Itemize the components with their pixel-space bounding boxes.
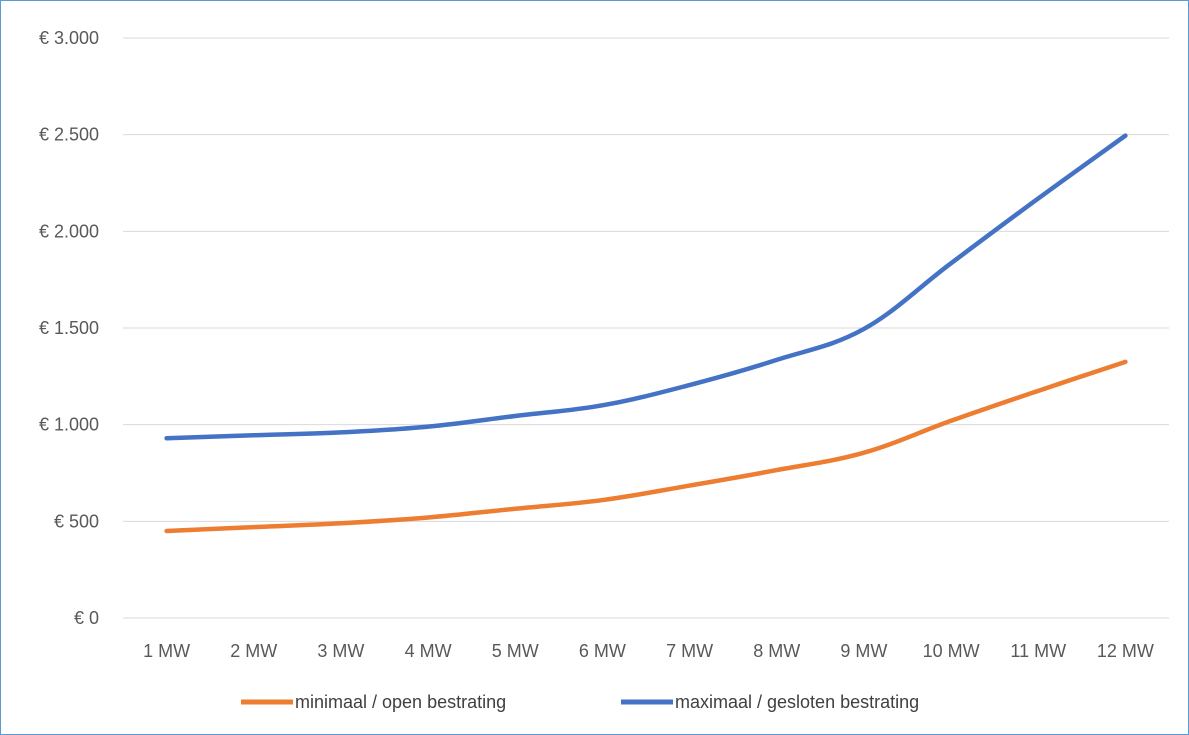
- x-tick-label: 12 MW: [1097, 641, 1154, 661]
- legend-label-minimaal: minimaal / open bestrating: [295, 692, 506, 712]
- x-tick-label: 4 MW: [405, 641, 452, 661]
- x-tick-label: 1 MW: [143, 641, 190, 661]
- gridlines: [123, 37, 1169, 619]
- x-tick-label: 7 MW: [666, 641, 713, 661]
- x-tick-label: 2 MW: [230, 641, 277, 661]
- x-tick-label: 11 MW: [1010, 641, 1066, 661]
- y-axis-labels: € 0 € 500 € 1.000 € 1.500 € 2.000 € 2.500 € 3.…: [39, 28, 99, 628]
- series-lines: [164, 133, 1128, 534]
- x-tick-label: 6 MW: [579, 641, 626, 661]
- series-line-0: [164, 359, 1128, 534]
- y-tick-label: € 500: [54, 511, 99, 531]
- y-tick-label: € 1.000: [39, 415, 99, 435]
- x-tick-label: 3 MW: [317, 641, 364, 661]
- y-tick-label: € 3.000: [39, 28, 99, 48]
- legend-label-maximaal: maximaal / gesloten bestrating: [675, 692, 919, 712]
- y-tick-label: € 1.500: [39, 318, 99, 338]
- y-tick-label: € 2.500: [39, 125, 99, 145]
- x-axis-labels: 1 MW 2 MW 3 MW 4 MW 5 MW 6 MW 7 MW 8 MW 9 MW 10 M…: [143, 641, 1154, 661]
- legend: minimaal / open bestrating maximaal / ge…: [241, 692, 919, 712]
- x-tick-label: 9 MW: [840, 641, 887, 661]
- x-tick-label: 5 MW: [492, 641, 539, 661]
- y-tick-label: € 0: [74, 608, 99, 628]
- x-tick-label: 8 MW: [753, 641, 800, 661]
- x-tick-label: 10 MW: [923, 641, 980, 661]
- series-line-1: [164, 133, 1128, 441]
- y-tick-label: € 2.000: [39, 221, 99, 241]
